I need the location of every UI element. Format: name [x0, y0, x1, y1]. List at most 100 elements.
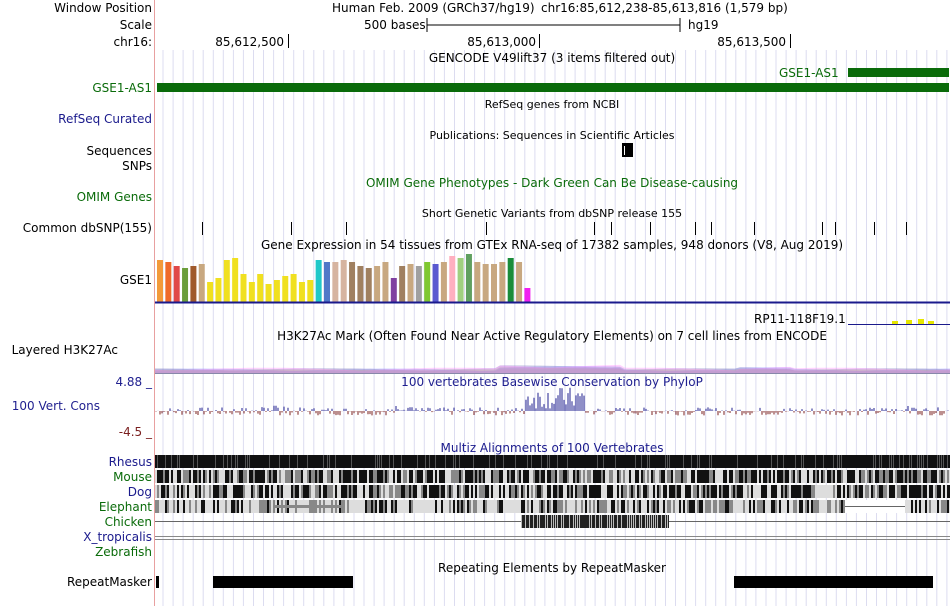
gtex-tissue-bar: [474, 262, 481, 302]
gtex-expression-bars[interactable]: [0, 254, 950, 306]
gtex-tissue-bar: [324, 262, 330, 302]
multiz-species-chicken[interactable]: Chicken: [104, 515, 152, 529]
gtex-tissue-bar: [207, 282, 214, 302]
phylop-conservation-graph[interactable]: [155, 385, 950, 435]
scale-bar: [426, 18, 681, 32]
gtex-item2-label[interactable]: RP11-118F19.1: [754, 312, 846, 326]
h3k27ac-cell-line-signal: [155, 368, 950, 373]
scale-db: hg19: [688, 18, 719, 32]
scale-label: Scale: [119, 18, 152, 32]
repeatmasker-track-label[interactable]: RepeatMasker: [66, 575, 152, 589]
gencode-track-label[interactable]: GSE1-AS1: [92, 81, 152, 95]
gtex-tissue-bar: [340, 260, 347, 302]
repeat-element[interactable]: [213, 576, 353, 588]
tick-label-2: 85,613,000: [467, 35, 536, 49]
gtex-track-title: Gene Expression in 54 tissues from GTEx …: [260, 238, 844, 252]
omim-track-label[interactable]: OMIM Genes: [76, 190, 152, 204]
publication-feature[interactable]: [622, 143, 633, 157]
repeat-element[interactable]: [734, 576, 933, 588]
gtex-tissue-bar: [524, 288, 531, 302]
gtex-tissue-bar: [440, 262, 447, 302]
gencode-item-label[interactable]: GSE1-AS1: [779, 66, 839, 80]
phylop-max-label: 4.88 _: [115, 375, 152, 389]
data-area-left-border: [154, 0, 155, 606]
chrom-label: chr16:: [113, 35, 152, 49]
gtex-tissue-bar: [173, 266, 180, 302]
publications-sequences-label[interactable]: Sequences: [86, 144, 152, 158]
dbsnp-variant-marks[interactable]: [0, 221, 950, 237]
gtex-tissue-bar: [182, 268, 189, 302]
h3k27ac-track-label[interactable]: Layered H3K27Ac: [11, 343, 118, 357]
tick-label-1: 85,612,500: [215, 35, 284, 49]
h3k27ac-signal[interactable]: [155, 356, 950, 374]
multiz-species-x-tropicalis[interactable]: X_tropicalis: [83, 530, 152, 544]
gtex-tissue-bar: [349, 262, 356, 302]
publications-track-title: Publications: Sequences in Scientific Ar…: [429, 129, 675, 142]
multiz-species-dog[interactable]: Dog: [127, 485, 152, 499]
gtex-tissue-bar: [507, 258, 514, 302]
gtex-tissue-bar: [240, 274, 247, 302]
gtex-tissue-bar: [491, 264, 497, 302]
gencode-track-title[interactable]: GENCODE V49lift37 (3 items filtered out): [428, 51, 676, 65]
refseq-track-title: RefSeq genes from NCBI: [484, 98, 620, 111]
phylop-min-label: -4.5 _: [118, 425, 152, 439]
phylop-track-title: 100 vertebrates Basewise Conservation by…: [401, 375, 703, 389]
gtex-tissue-bar: [265, 284, 272, 302]
gtex-tissue-bar: [165, 262, 172, 302]
gtex-tissue-bar: [424, 262, 431, 302]
h3k27ac-cell-line-signal: [155, 367, 950, 373]
gtex-item2-bars[interactable]: [848, 316, 950, 326]
gtex-tissue-bar: [415, 266, 422, 302]
gtex-tissue-bar: [465, 254, 472, 302]
assembly-text: Human Feb. 2009 (GRCh37/hg19): [332, 1, 535, 15]
window-position-label: Window Position: [54, 1, 152, 15]
gtex-tissue-bar: [290, 274, 297, 302]
gtex-tissue-bar: [357, 266, 364, 302]
gtex-tissue-bar: [516, 262, 523, 302]
gtex-tissue-bar: [315, 260, 322, 302]
gtex-tissue-bar: [232, 258, 239, 302]
dbsnp-track-title: Short Genetic Variants from dbSNP releas…: [421, 207, 683, 220]
gtex-tissue-bar: [157, 260, 163, 302]
gtex-tissue-bar: [198, 264, 205, 302]
gtex-tissue-bar: [273, 280, 280, 302]
publications-snps-label[interactable]: SNPs: [122, 159, 152, 173]
refseq-track-label[interactable]: RefSeq Curated: [58, 112, 152, 126]
gtex-tissue-bar: [399, 266, 406, 302]
ruler-ticks: [288, 34, 791, 48]
gtex-tissue-bar: [407, 264, 414, 302]
gtex-tissue-bar: [215, 278, 222, 302]
h3k27ac-cell-line-signal: [155, 364, 950, 373]
gtex-tissue-bar: [390, 278, 397, 302]
gencode-gene-feature-top[interactable]: [848, 68, 949, 77]
gencode-gene-feature[interactable]: [157, 83, 949, 92]
gtex-tissue-bar: [432, 264, 439, 302]
phylop-track-label[interactable]: 100 Vert. Cons: [11, 399, 100, 413]
repeatmasker-track-title: Repeating Elements by RepeatMasker: [438, 561, 666, 575]
gtex-tissue-bar: [248, 282, 255, 302]
repeat-element[interactable]: [156, 576, 159, 588]
position-text[interactable]: chr16:85,612,238-85,613,816 (1,579 bp): [541, 1, 788, 15]
multiz-species-elephant[interactable]: Elephant: [98, 500, 152, 514]
multiz-species-rhesus[interactable]: Rhesus: [108, 455, 152, 469]
gtex-tissue-bar: [457, 258, 464, 302]
multiz-track-title: Multiz Alignments of 100 Vertebrates: [440, 441, 664, 455]
h3k27ac-cell-line-signal: [155, 365, 950, 373]
tick-label-3: 85,613,500: [717, 35, 786, 49]
dbsnp-track-label[interactable]: Common dbSNP(155): [22, 221, 152, 235]
gtex-tissue-bar: [190, 266, 197, 302]
h3k27ac-cell-line-signal: [155, 366, 950, 373]
gtex-tissue-bar: [499, 262, 506, 302]
gtex-tissue-bar: [332, 262, 339, 302]
gtex-gene-label[interactable]: GSE1: [119, 273, 152, 287]
multiz-species-zebrafish[interactable]: Zebrafish: [95, 545, 152, 559]
gtex-tissue-bar: [365, 268, 372, 302]
multiz-alignment-blocks[interactable]: [155, 455, 950, 560]
omim-track-title: OMIM Gene Phenotypes - Dark Green Can Be…: [365, 176, 739, 190]
gtex-tissue-bar: [482, 264, 489, 302]
multiz-species-mouse[interactable]: Mouse: [113, 470, 152, 484]
gtex-tissue-bar: [298, 282, 305, 302]
h3k27ac-cell-line-signal: [155, 366, 950, 373]
gtex-tissue-bar: [374, 266, 381, 302]
